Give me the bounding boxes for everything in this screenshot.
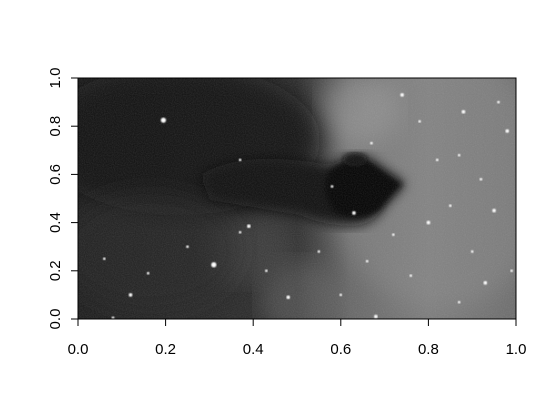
x-axis: 0.0 0.2 0.4 0.6 0.8 1.0 [68, 318, 527, 358]
x-tick-label: 1.0 [506, 341, 527, 358]
star [330, 185, 334, 188]
x-tick-label: 0.8 [418, 341, 439, 358]
star [186, 245, 189, 248]
star [352, 211, 356, 215]
x-tick-label: 0.0 [68, 341, 89, 358]
star [265, 269, 268, 273]
star [102, 257, 106, 261]
star [510, 269, 513, 273]
star [111, 316, 115, 319]
y-axis: 0.0 0.2 0.4 0.6 0.8 1.0 [47, 68, 79, 330]
star [479, 177, 483, 181]
x-tick-label: 0.6 [330, 341, 351, 358]
y-tick-label: 0.4 [47, 212, 64, 233]
star [435, 158, 439, 162]
star [461, 109, 466, 114]
star [400, 93, 404, 97]
star [492, 208, 496, 213]
star [286, 295, 291, 300]
y-tick-label: 0.2 [47, 260, 64, 281]
star [418, 120, 421, 123]
star [449, 204, 452, 208]
x-tick-label: 0.4 [243, 341, 264, 358]
star [317, 250, 321, 253]
star [160, 117, 167, 123]
star [211, 262, 217, 268]
star [370, 141, 373, 145]
nebula-image [78, 78, 516, 319]
y-tick-label: 0.8 [47, 116, 64, 137]
star [497, 100, 500, 104]
star [426, 220, 431, 225]
star [505, 129, 510, 133]
y-tick-label: 0.0 [47, 309, 64, 330]
y-tick-label: 1.0 [47, 68, 64, 89]
star [374, 314, 378, 319]
star [238, 230, 242, 234]
star [470, 250, 474, 253]
star [457, 153, 461, 157]
star [247, 224, 251, 229]
star [128, 293, 133, 297]
star [238, 158, 242, 162]
star [339, 293, 343, 297]
star [457, 300, 461, 304]
x-tick-label: 0.2 [155, 341, 176, 358]
star [146, 271, 150, 275]
star [365, 259, 369, 263]
star [483, 281, 488, 285]
star [409, 274, 413, 277]
y-tick-label: 0.6 [47, 164, 64, 185]
star [392, 233, 395, 236]
